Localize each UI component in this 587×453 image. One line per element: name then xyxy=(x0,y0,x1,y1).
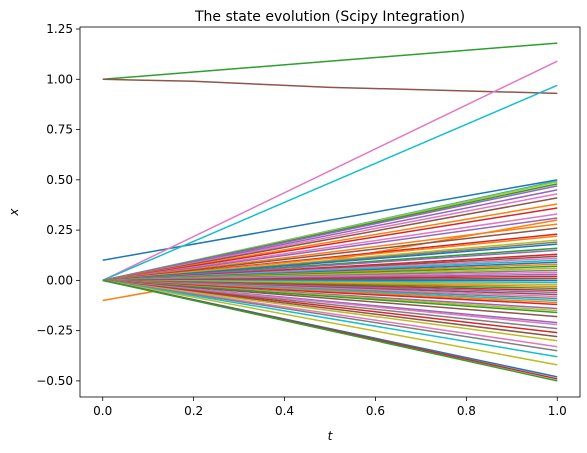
plot-frame xyxy=(79,26,581,398)
series-line-63 xyxy=(102,279,558,352)
x-tick-label: 0.2 xyxy=(184,404,203,418)
y-tick-label: 0.00 xyxy=(46,273,73,287)
series-line-61 xyxy=(102,279,558,342)
y-tick-label: −0.50 xyxy=(36,374,73,388)
series-line-2 xyxy=(102,42,558,81)
series-line-65 xyxy=(102,279,558,366)
series-line-16 xyxy=(102,217,558,282)
series-line-68 xyxy=(102,279,558,382)
x-tick-label: 1.0 xyxy=(548,404,567,418)
y-tick-label: −0.25 xyxy=(36,324,73,338)
series-line-55 xyxy=(102,279,558,318)
y-axis-label: x xyxy=(7,208,21,217)
y-axis: −0.50 −0.25 0.00 0.25 0.50 0.75 1.00 1.25 xyxy=(36,22,80,388)
y-tick-label: 0.75 xyxy=(46,123,73,137)
y-tick-label: 0.50 xyxy=(46,173,73,187)
x-tick-label: 0.0 xyxy=(93,404,112,418)
x-axis-label: t xyxy=(328,429,334,443)
y-tick-label: 0.25 xyxy=(46,223,73,237)
series-line-12 xyxy=(102,197,558,282)
series-line-0 xyxy=(102,179,558,261)
series-line-64 xyxy=(102,279,558,358)
x-tick-label: 0.8 xyxy=(457,404,476,418)
chart-title: The state evolution (Scipy Integration) xyxy=(194,9,465,25)
x-tick-label: 0.6 xyxy=(366,404,385,418)
y-tick-label: 1.00 xyxy=(46,72,73,86)
y-tick-label: 1.25 xyxy=(46,22,73,36)
series-line-3 xyxy=(102,78,558,95)
series-line-18 xyxy=(102,227,558,282)
series-line-5 xyxy=(102,84,558,282)
series-line-14 xyxy=(102,207,558,282)
x-axis: 0.0 0.2 0.4 0.6 0.8 1.0 xyxy=(93,397,567,418)
plot-lines xyxy=(102,42,558,382)
series-line-4 xyxy=(102,60,558,282)
x-tick-label: 0.4 xyxy=(275,404,294,418)
